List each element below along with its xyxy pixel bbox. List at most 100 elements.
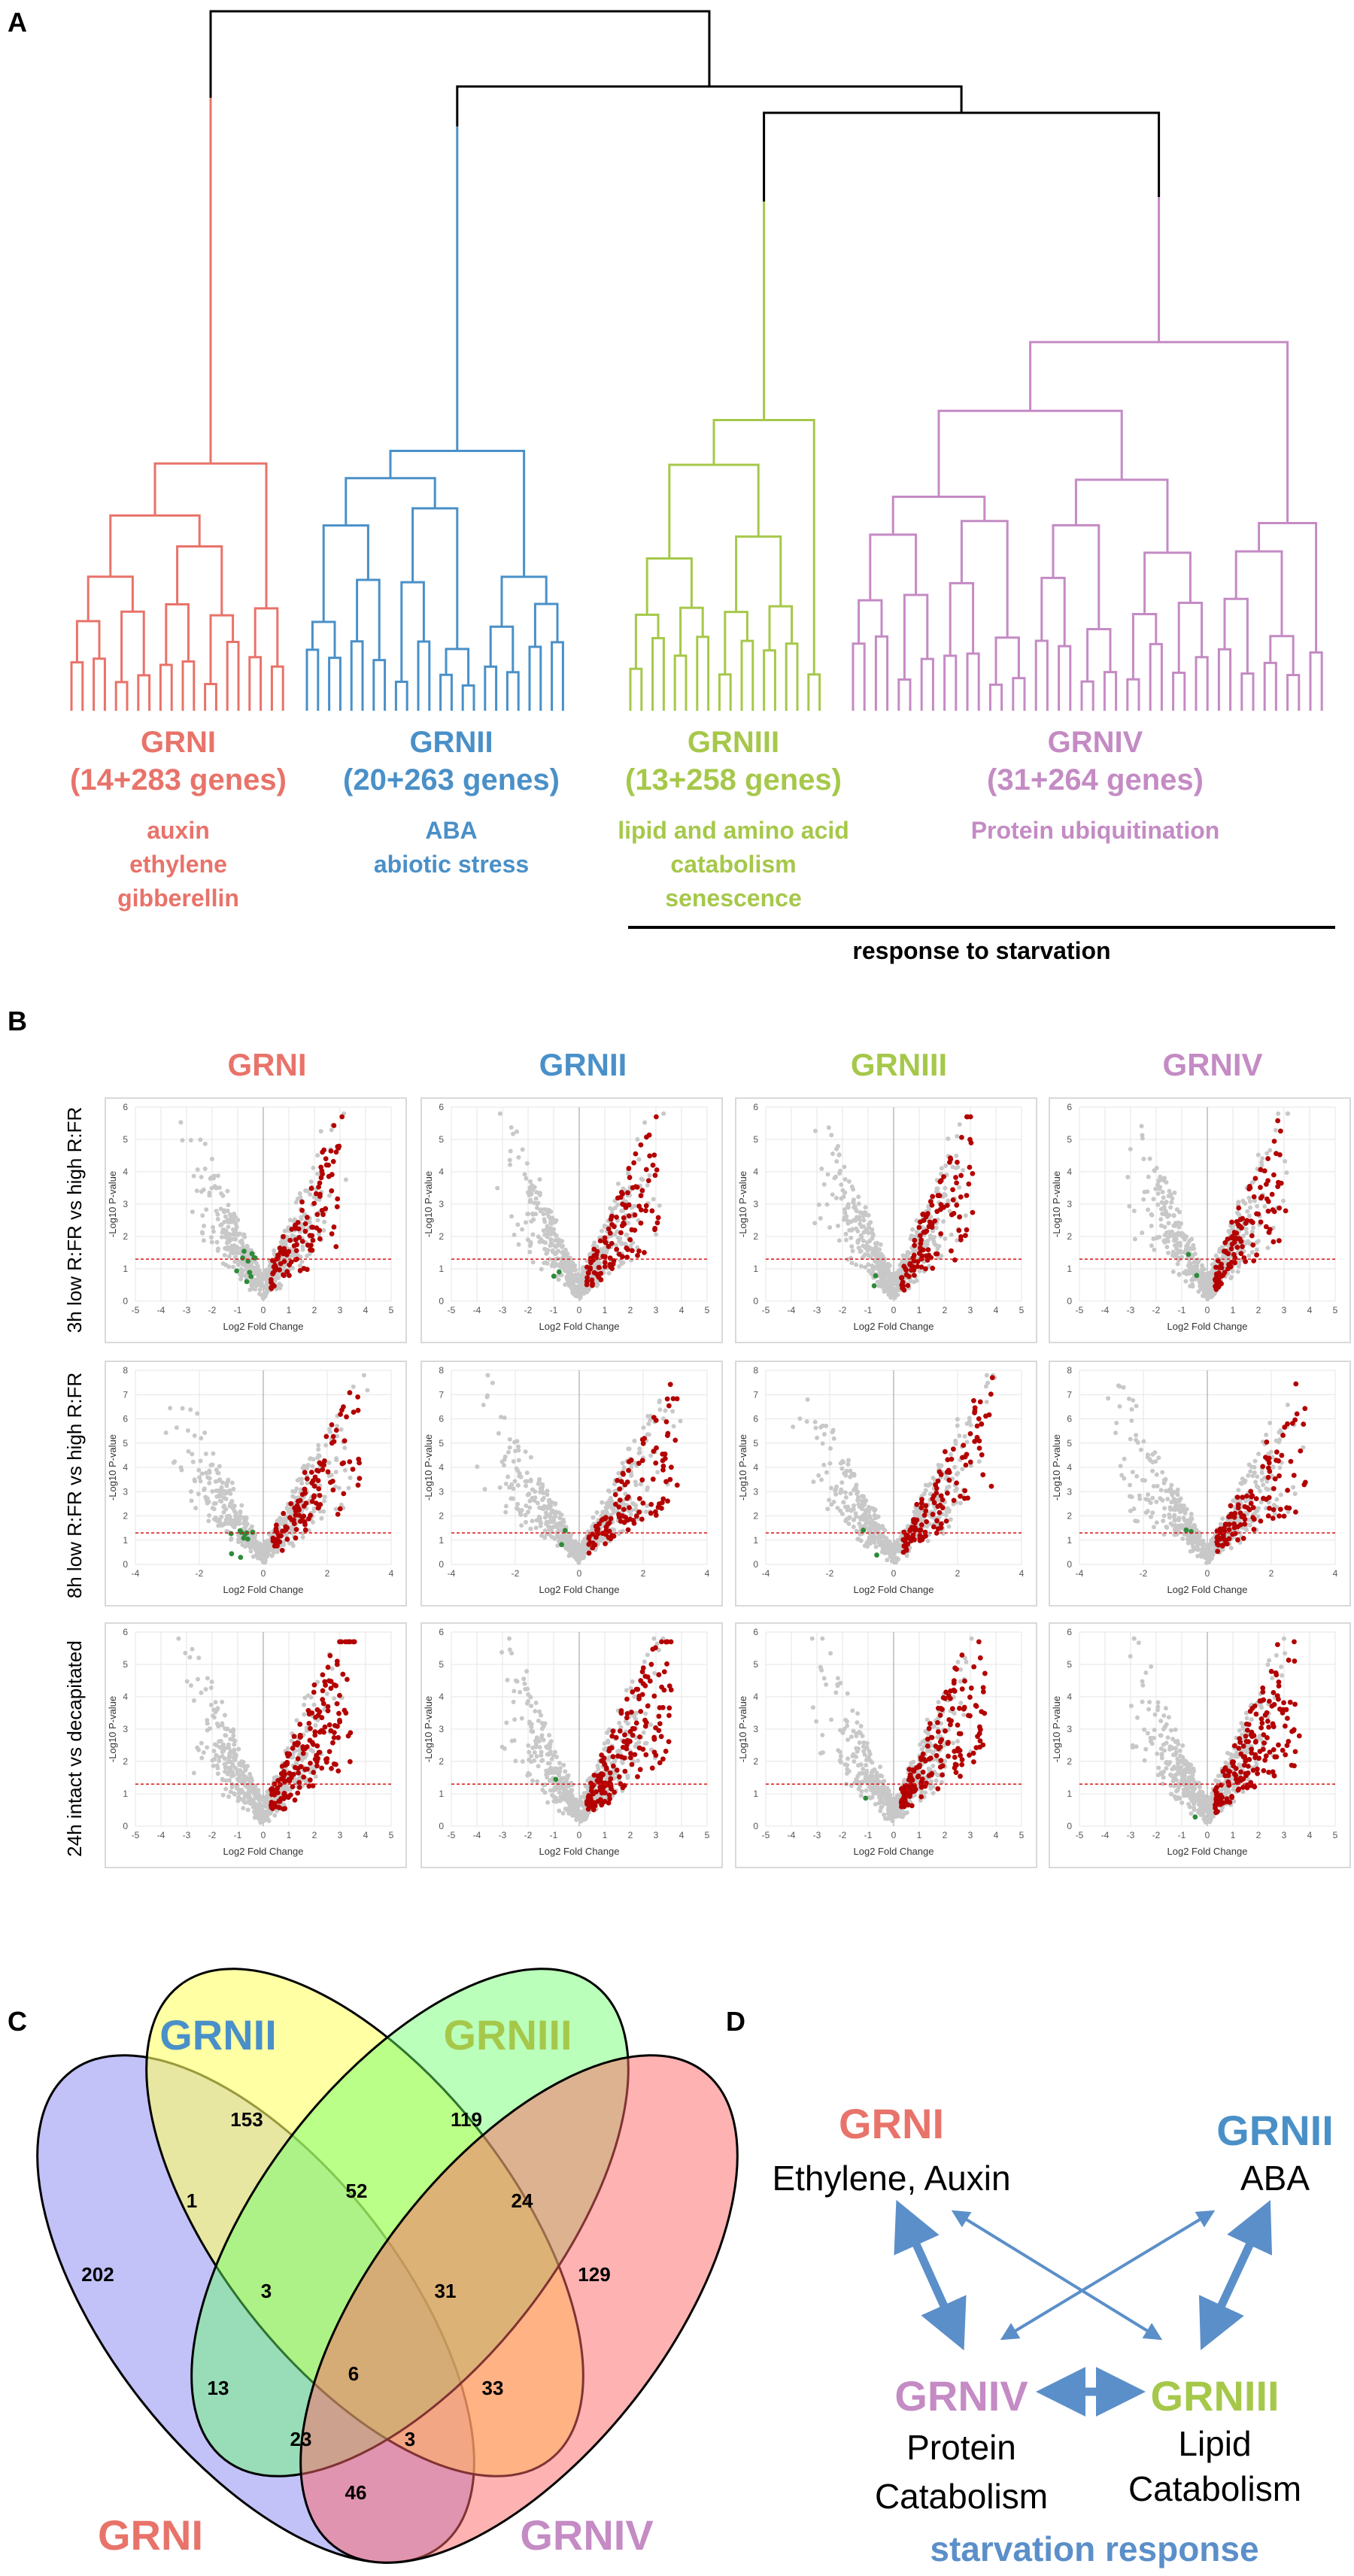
volcano-point-up (916, 1224, 922, 1230)
dendrogram-branch (137, 674, 151, 711)
volcano-point-bg (1168, 1205, 1173, 1210)
volcano-point-bg (946, 1508, 952, 1513)
volcano-point-bg (900, 1259, 905, 1264)
volcano-point-bg (1149, 1223, 1154, 1228)
volcano-point-bg (578, 1285, 583, 1290)
volcano-point-bg (566, 1283, 572, 1288)
volcano-point-bg (502, 1454, 508, 1459)
volcano-point-bg (190, 1209, 195, 1215)
volcano-point-up (331, 1224, 337, 1230)
volcano-point-bg (855, 1238, 861, 1243)
volcano-point-up (1274, 1151, 1279, 1157)
volcano-point-up (602, 1235, 608, 1241)
volcano-point-up (1265, 1208, 1271, 1214)
volcano-point-down (559, 1542, 564, 1548)
volcano-point-up (612, 1224, 617, 1230)
volcano-ytick: 5 (123, 1134, 128, 1145)
volcano-point-up (638, 1142, 644, 1148)
volcano-point-bg (1205, 1297, 1210, 1302)
volcano-point-bg (1145, 1189, 1150, 1194)
volcano-point-up (627, 1505, 632, 1510)
volcano-point-up (937, 1509, 943, 1516)
volcano-point-up (299, 1239, 305, 1244)
volcano-point-up (317, 1492, 323, 1498)
volcano-point-bg (202, 1431, 208, 1436)
volcano-point-bg (300, 1465, 305, 1470)
volcano-point-bg (1201, 1267, 1207, 1272)
dendrogram-branch (411, 507, 459, 649)
volcano-point-bg (821, 1462, 827, 1467)
volcano-point-bg (615, 1202, 621, 1207)
volcano-point-bg (611, 1510, 616, 1516)
volcano-point-bg (299, 1259, 305, 1264)
volcano-point-bg (949, 1232, 954, 1237)
volcano-point-up (1232, 1235, 1238, 1241)
volcano-point-bg (866, 1262, 871, 1267)
volcano-point-bg (887, 1539, 892, 1544)
volcano-point-bg (553, 1501, 558, 1506)
volcano-point-up (299, 1207, 305, 1213)
volcano-point-bg (1246, 1240, 1251, 1246)
volcano-point-up (618, 1194, 624, 1200)
volcano-point-up (635, 1252, 640, 1258)
volcano-point-bg (851, 1187, 856, 1192)
dendrogram-branch (673, 654, 688, 711)
volcano-point-up (281, 1233, 286, 1239)
volcano-point-up (344, 1414, 349, 1420)
volcano-point-bg (222, 1208, 227, 1213)
volcano-point-bg (873, 1516, 879, 1521)
volcano-xtick: -1 (234, 1305, 242, 1315)
volcano-point-bg (209, 1239, 214, 1245)
volcano-xtick: 1 (917, 1305, 922, 1315)
dendrogram-branch (1269, 635, 1295, 675)
volcano-point-bg (1154, 1236, 1159, 1241)
volcano-point-bg (839, 1196, 844, 1201)
volcano-point-bg (1129, 1418, 1134, 1423)
volcano-point-bg (1176, 1272, 1182, 1277)
volcano-point-up (643, 1167, 649, 1173)
dendrogram-branch (740, 639, 754, 711)
volcano-point-bg (849, 1244, 855, 1249)
volcano-point-up (333, 1149, 339, 1155)
volcano-point-bg (882, 1289, 887, 1294)
volcano-ytick: 5 (439, 1438, 444, 1449)
volcano-point-up (269, 1279, 274, 1285)
volcano-point-bg (257, 1291, 263, 1297)
volcano-point-bg (1151, 1525, 1156, 1530)
volcano-point-bg (1198, 1280, 1203, 1285)
volcano-point-bg (876, 1529, 881, 1534)
volcano-point-bg (863, 1264, 868, 1270)
volcano-point-bg (1149, 1243, 1154, 1249)
volcano-point-up (951, 1446, 956, 1452)
volcano-point-up (950, 1197, 956, 1203)
volcano-point-bg (202, 1141, 208, 1146)
volcano-point-bg (1158, 1185, 1163, 1190)
volcano-point-up (646, 1132, 652, 1138)
volcano-point-bg (180, 1406, 185, 1411)
volcano-point-bg (235, 1516, 241, 1522)
volcano-point-bg (861, 1503, 867, 1508)
volcano-point-up (1216, 1282, 1221, 1288)
volcano-point-bg (558, 1528, 563, 1534)
volcano-point-bg (174, 1425, 179, 1431)
volcano-point-bg (835, 1505, 840, 1510)
volcano-point-bg (1255, 1203, 1260, 1209)
volcano-point-up (1244, 1218, 1250, 1224)
volcano-point-bg (316, 1231, 321, 1236)
volcano-point-bg (843, 1519, 849, 1524)
volcano-point-bg (1187, 1270, 1192, 1276)
volcano-point-bg (316, 1443, 321, 1448)
volcano-xtick: -5 (1076, 1305, 1084, 1315)
volcano-points (495, 1111, 666, 1300)
volcano-point-up (318, 1164, 324, 1170)
volcano-point-bg (858, 1233, 864, 1238)
volcano-point-up (653, 1513, 659, 1518)
volcano-point-up (1283, 1208, 1289, 1214)
volcano-point-bg (551, 1231, 557, 1236)
volcano-point-bg (226, 1477, 231, 1482)
volcano-point-bg (1170, 1196, 1175, 1201)
volcano-point-bg (333, 1506, 338, 1512)
volcano-point-bg (879, 1539, 884, 1544)
